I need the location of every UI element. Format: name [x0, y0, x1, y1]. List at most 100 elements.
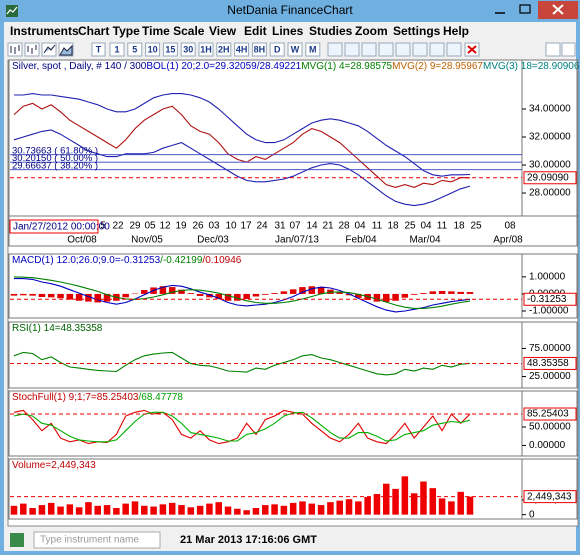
histogram-bar — [401, 476, 409, 515]
minimize-button[interactable] — [487, 1, 513, 19]
drawing-tool[interactable] — [327, 42, 343, 57]
histogram-bar — [438, 291, 446, 294]
menu-item[interactable]: Help — [443, 24, 469, 38]
histogram-bar — [75, 507, 83, 515]
histogram-bar — [150, 506, 157, 515]
interval-button[interactable] — [162, 42, 178, 57]
menu-item[interactable]: Zoom — [355, 24, 388, 38]
histogram-bar — [10, 293, 18, 296]
menu-item[interactable]: Lines — [272, 24, 304, 38]
histogram-bar — [317, 287, 325, 294]
cursor-date: Jan/27/2012 00:00:00 — [13, 222, 110, 233]
status-bar: Type instrument name 21 Mar 2013 17:16:0… — [4, 528, 576, 551]
histogram-bar — [271, 504, 278, 515]
histogram-bar — [317, 505, 325, 515]
instrument-search[interactable] — [33, 531, 161, 549]
menu-item[interactable]: Time Scale — [142, 24, 205, 38]
x-month-label: Oct/08 — [67, 235, 97, 246]
interval-button[interactable] — [216, 42, 232, 57]
interval-button[interactable] — [287, 42, 303, 57]
histogram-bar — [178, 505, 185, 515]
interval-button[interactable] — [234, 42, 250, 57]
histogram-bar — [224, 506, 232, 515]
menu-item[interactable]: Edit — [244, 24, 267, 38]
legend-entry: MVG(1) 4=28.98575 — [301, 61, 392, 72]
x-month-label: Jan/07/13 — [275, 235, 319, 246]
copy-tool[interactable] — [561, 42, 576, 57]
drawing-tool[interactable] — [378, 42, 394, 57]
legend-entry: MACD(1) 12.0;26.0;9.0=-0.31253 — [12, 255, 161, 266]
last-value-label: 2,449,343 — [527, 491, 572, 502]
histogram-bar — [429, 291, 437, 294]
x-month-label: Feb/04 — [345, 235, 377, 246]
histogram-bar — [20, 503, 27, 515]
histogram-bar — [131, 501, 139, 515]
histogram-bar — [29, 293, 36, 296]
maximize-button[interactable] — [513, 1, 538, 19]
histogram-bar — [47, 502, 55, 515]
histogram-bar — [457, 291, 464, 294]
menu-item[interactable]: Settings — [393, 24, 441, 38]
histogram-bar — [280, 291, 288, 294]
fib-label: 29.66637 ( 38.20% ) — [12, 161, 98, 172]
line-chart-tool[interactable] — [41, 42, 57, 57]
menu-item[interactable]: Studies — [309, 24, 353, 38]
print-tool[interactable] — [545, 42, 561, 57]
drawing-tool[interactable] — [446, 42, 462, 57]
drawing-tool[interactable] — [361, 42, 377, 57]
interval-label: 1 — [114, 44, 119, 54]
histogram-bar — [252, 508, 260, 515]
delete-glyph — [467, 45, 477, 54]
x-day-label: 11 — [437, 221, 448, 232]
x-day-label: 19 — [175, 221, 187, 232]
interval-button[interactable] — [180, 42, 196, 57]
x-day-label: 18 — [453, 221, 465, 232]
indicator-line — [13, 411, 471, 443]
y-tick-label: 75.00000 — [529, 343, 571, 354]
interval-button[interactable] — [251, 42, 267, 57]
drawing-tool[interactable] — [429, 42, 445, 57]
drawing-tool[interactable] — [412, 42, 428, 57]
x-day-label: 04 — [420, 221, 432, 232]
histogram-bar — [345, 293, 353, 296]
drawing-tool[interactable] — [344, 42, 360, 57]
histogram-bar — [159, 286, 167, 294]
y-tick-label: 1.00000 — [529, 271, 566, 282]
histogram-bar — [466, 292, 474, 294]
histogram-bar — [29, 508, 36, 515]
histogram-bar — [262, 293, 269, 295]
interval-button[interactable] — [305, 42, 321, 57]
last-value-label: 85.25403 — [527, 409, 569, 420]
interval-button[interactable] — [127, 42, 143, 57]
histogram-bar — [224, 293, 232, 301]
x-day-label: 08 — [504, 221, 516, 232]
last-value-box — [523, 356, 577, 370]
y-tick-label: 30.00000 — [529, 160, 571, 171]
histogram-bar — [289, 502, 297, 515]
x-month-label: Nov/05 — [131, 235, 163, 246]
window-controls — [487, 1, 578, 19]
histogram-bar — [94, 293, 102, 303]
interval-button[interactable] — [198, 42, 214, 57]
last-value-label: 48.35358 — [527, 358, 569, 369]
drawing-tool[interactable] — [395, 42, 411, 57]
x-day-label: 22 — [112, 221, 124, 232]
interval-button[interactable] — [269, 42, 285, 57]
menu-item[interactable]: View — [209, 24, 237, 38]
interval-button[interactable] — [145, 42, 161, 57]
x-day-label: 14 — [306, 221, 318, 232]
histogram-bar — [336, 500, 343, 515]
histogram-bar — [299, 501, 306, 515]
menu-item[interactable]: Chart Type — [78, 24, 140, 38]
interval-label: 1H — [200, 44, 212, 54]
interval-button[interactable] — [109, 42, 125, 57]
menu-item[interactable]: Instruments — [10, 24, 79, 38]
search-placeholder: Type instrument name — [40, 535, 139, 546]
panel-legend: StochFull(1) 9;1;7=85.25403/68.47778 — [12, 392, 183, 403]
histogram-bar — [38, 505, 46, 515]
x-day-label: 24 — [256, 221, 268, 232]
interval-button[interactable] — [91, 42, 106, 57]
x-day-label: 25 — [404, 221, 416, 232]
indicator-line — [13, 409, 471, 445]
interval-label: 15 — [165, 44, 175, 54]
